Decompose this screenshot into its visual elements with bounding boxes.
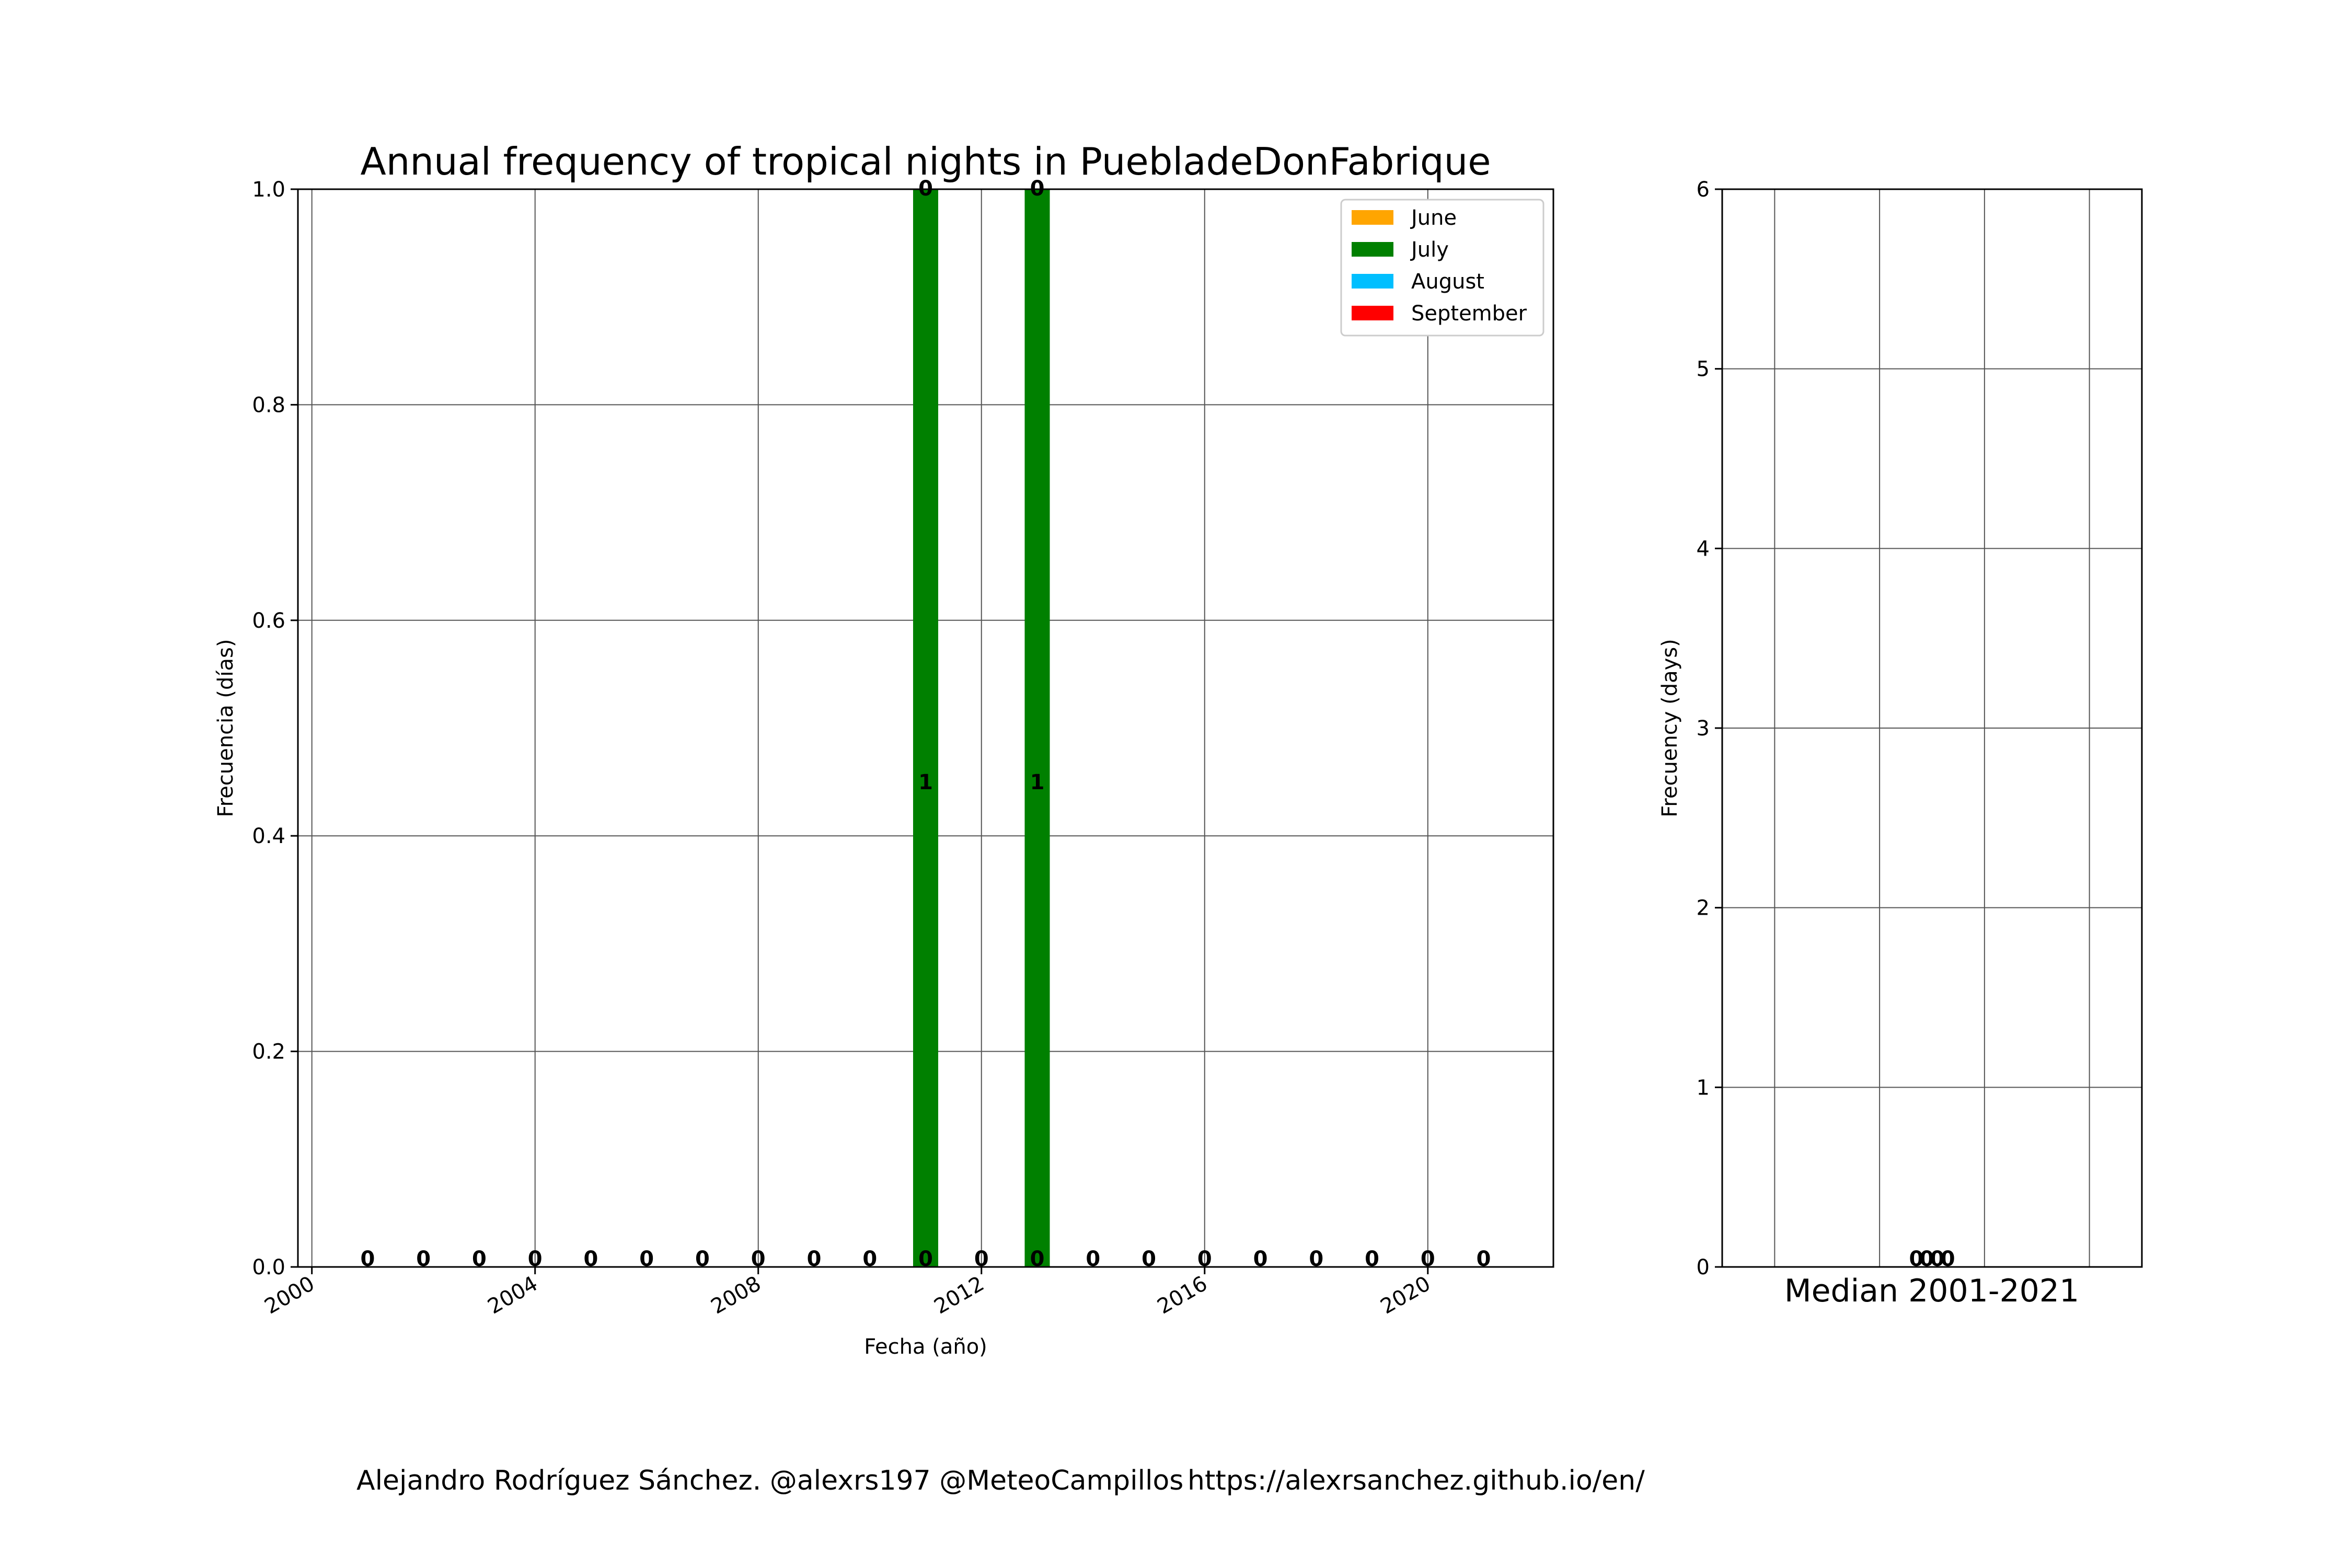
x-axis-label: Fecha (año) xyxy=(864,1335,987,1359)
median-y-tick-label: 6 xyxy=(1697,178,1710,202)
legend-label-august: August xyxy=(1411,270,1484,294)
legend-swatch-august xyxy=(1352,274,1393,289)
annual-frequency-chart: Annual frequency of tropical nights in P… xyxy=(214,140,1554,1359)
legend-items: June July August September xyxy=(1352,206,1527,326)
bar-july-2013 xyxy=(1024,189,1050,1267)
median-title: Median 2001-2021 xyxy=(1784,1273,2079,1309)
footer-url: https://alexrsanchez.github.io/en/ xyxy=(1187,1465,1645,1496)
main-x-ticks: 2000 2004 2008 2012 2016 2020 xyxy=(261,1267,1435,1319)
legend-swatch-june xyxy=(1352,210,1393,225)
main-bars xyxy=(913,189,1050,1267)
legend-label-september: September xyxy=(1411,302,1527,326)
main-plot-frame xyxy=(297,188,1554,1268)
x-tick-label: 2008 xyxy=(707,1272,765,1319)
legend-swatch-september xyxy=(1352,306,1393,320)
legend-swatch-july xyxy=(1352,242,1393,257)
x-tick-label: 2012 xyxy=(930,1272,988,1319)
median-grid xyxy=(1722,189,2142,1267)
legend-label-june: June xyxy=(1410,206,1457,230)
y-tick-label: 0.6 xyxy=(252,609,285,633)
y-tick-label: 0.2 xyxy=(252,1040,285,1064)
main-y-ticks: 0.0 0.2 0.4 0.6 0.8 1.0 xyxy=(252,178,298,1279)
x-tick-label: 2016 xyxy=(1154,1272,1212,1319)
y-tick-label: 0.0 xyxy=(252,1255,285,1279)
median-y-axis-label: Frecuency (days) xyxy=(1658,639,1682,817)
median-y-tick-label: 1 xyxy=(1697,1076,1710,1100)
y-tick-label: 0.4 xyxy=(252,824,285,848)
footer-credit: Alejandro Rodríguez Sánchez. @alexrs197 … xyxy=(356,1465,1183,1496)
y-tick-label: 1.0 xyxy=(252,178,285,202)
median-y-tick-label: 5 xyxy=(1697,358,1710,382)
legend: June July August September xyxy=(1340,199,1544,337)
x-tick-label: 2004 xyxy=(484,1272,542,1319)
chart-title: Annual frequency of tropical nights in P… xyxy=(360,140,1491,183)
y-tick-label: 0.8 xyxy=(252,393,285,417)
median-y-tick-label: 0 xyxy=(1697,1255,1710,1279)
legend-box xyxy=(1340,199,1544,337)
median-y-tick-label: 2 xyxy=(1697,896,1710,920)
median-y-ticks: 0 1 2 3 4 5 6 xyxy=(1697,178,1722,1279)
bar-july-2011 xyxy=(913,189,939,1267)
x-tick-label: 2020 xyxy=(1377,1272,1435,1319)
bar-value-label: 1 xyxy=(1030,770,1045,794)
legend-label-july: July xyxy=(1410,238,1449,262)
median-y-tick-label: 3 xyxy=(1697,717,1710,741)
y-axis-label: Frecuencia (días) xyxy=(214,639,238,817)
median-y-tick-label: 4 xyxy=(1697,537,1710,561)
bar-value-label: 1 xyxy=(918,770,933,794)
